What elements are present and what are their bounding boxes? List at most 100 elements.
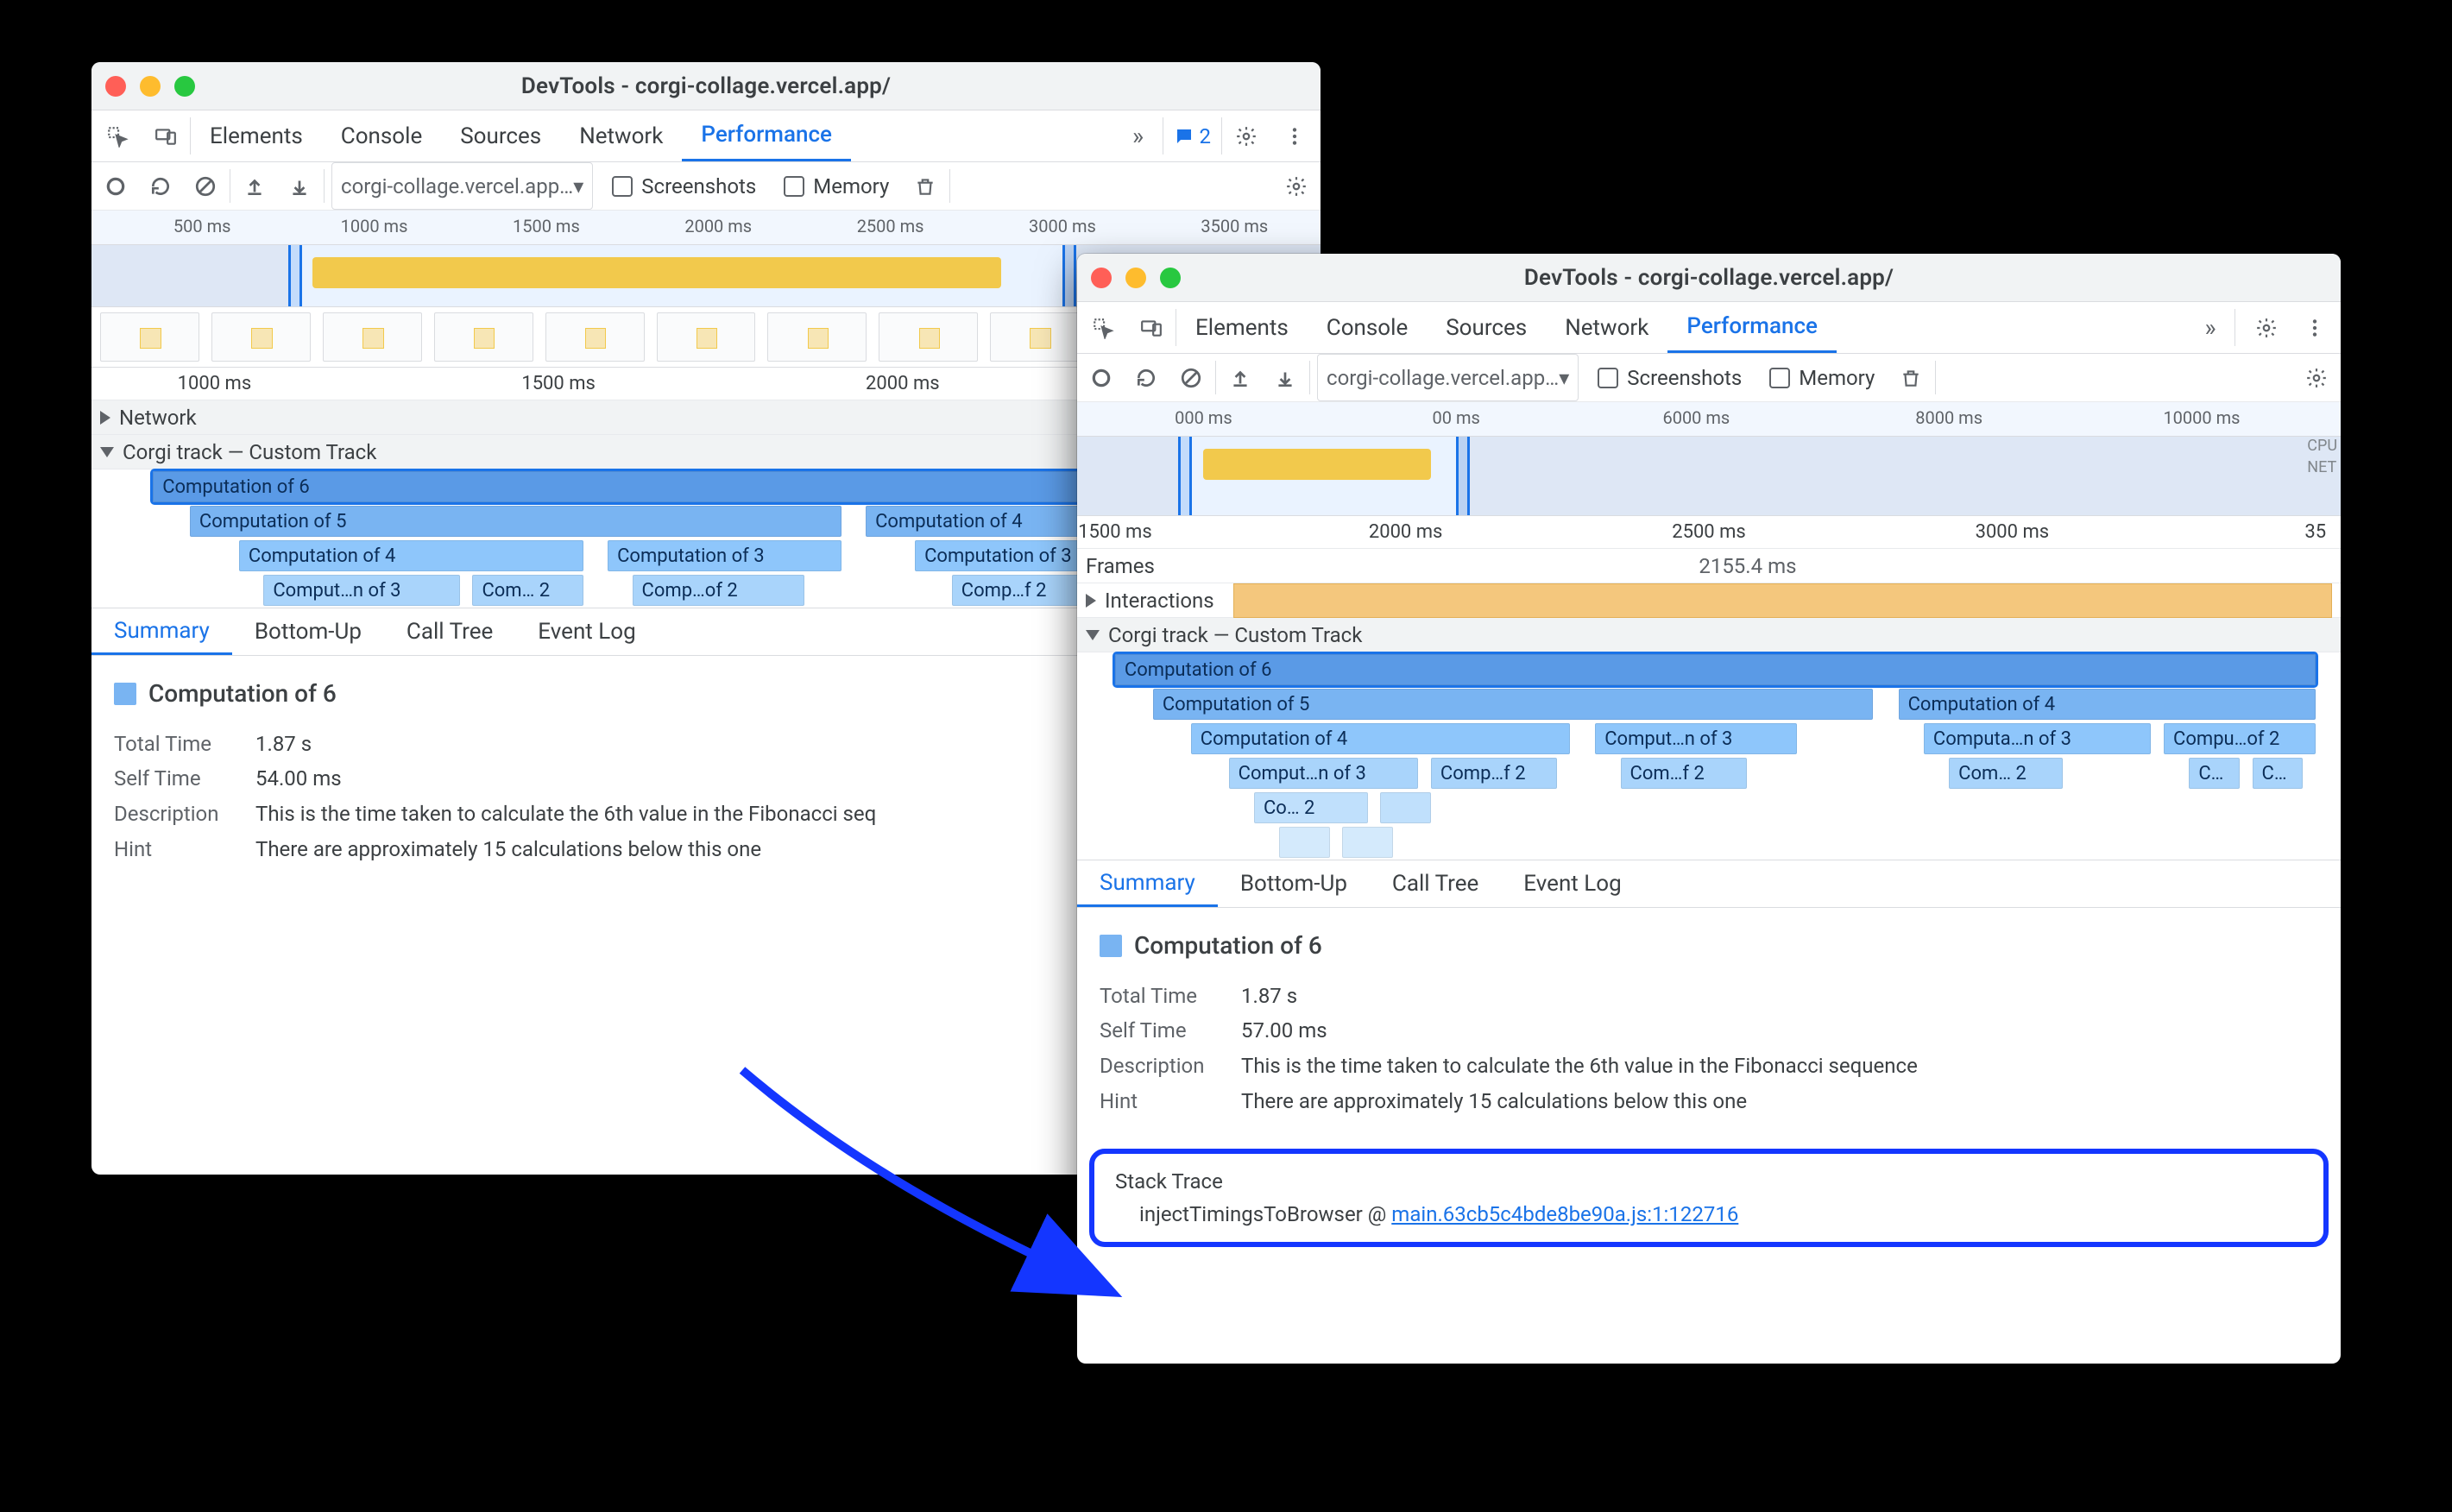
screenshots-checkbox[interactable]: Screenshots — [600, 174, 768, 198]
settings-gear-icon[interactable] — [2296, 354, 2337, 401]
recording-dropdown[interactable]: corgi-collage.vercel.app…▾ — [1317, 354, 1579, 401]
ruler-tick: 00 ms — [1433, 402, 1480, 428]
tab-network[interactable]: Network — [560, 110, 682, 161]
flame-span[interactable]: Comput…n of 3 — [1595, 723, 1797, 754]
close-icon[interactable] — [105, 76, 126, 97]
custom-track-section[interactable]: Corgi track — Custom Track — [1077, 618, 2341, 652]
flame-span[interactable]: C… — [2189, 758, 2240, 789]
upload-icon[interactable] — [1220, 354, 1261, 401]
flame-ruler-tick: 2000 ms — [1369, 521, 1443, 543]
flame-span[interactable] — [1380, 792, 1431, 823]
gear-icon[interactable] — [1222, 110, 1270, 161]
tab-console[interactable]: Console — [322, 110, 441, 161]
summary-title-text: Computation of 6 — [1134, 925, 1322, 967]
tab-elements[interactable]: Elements — [1176, 302, 1308, 353]
flame-span[interactable]: Computation of 3 — [608, 540, 841, 571]
tab-network[interactable]: Network — [1546, 302, 1667, 353]
summary-tab-summary[interactable]: Summary — [91, 608, 232, 655]
reload-record-icon[interactable] — [1125, 354, 1167, 401]
gc-icon[interactable] — [1890, 354, 1932, 401]
overflow-tabs-icon[interactable]: » — [2186, 302, 2235, 353]
tab-performance[interactable]: Performance — [682, 110, 851, 161]
kebab-icon[interactable] — [1270, 110, 1319, 161]
memory-checkbox[interactable]: Memory — [772, 174, 901, 198]
flame-ruler[interactable]: 1500 ms2000 ms2500 ms3000 ms35 — [1077, 516, 2341, 549]
flame-span[interactable]: Computation of 4 — [239, 540, 583, 571]
overview-ruler[interactable]: 000 ms00 ms6000 ms8000 ms10000 ms — [1077, 402, 2341, 437]
maximize-icon[interactable] — [174, 76, 195, 97]
tab-elements[interactable]: Elements — [191, 110, 322, 161]
interactions-section[interactable]: Interactions — [1077, 583, 2341, 618]
gear-icon[interactable] — [2242, 302, 2291, 353]
interactions-bar[interactable] — [1233, 583, 2332, 618]
tab-performance[interactable]: Performance — [1667, 302, 1837, 353]
flame-span[interactable]: Comp…of 2 — [633, 575, 804, 606]
device-toolbar-icon[interactable] — [1127, 302, 1176, 353]
perf-toolbar: corgi-collage.vercel.app…▾ Screenshots M… — [1077, 354, 2341, 402]
titlebar[interactable]: DevTools - corgi-collage.vercel.app/ — [91, 62, 1321, 110]
summary-tab-summary[interactable]: Summary — [1077, 860, 1218, 907]
disclosure-down-icon — [1086, 630, 1100, 640]
download-icon[interactable] — [279, 162, 320, 210]
reload-record-icon[interactable] — [140, 162, 181, 210]
kebab-icon[interactable] — [2291, 302, 2339, 353]
tab-sources[interactable]: Sources — [441, 110, 560, 161]
flame-span[interactable]: Comp…f 2 — [1431, 758, 1557, 789]
overflow-tabs-icon[interactable]: » — [1114, 110, 1163, 161]
upload-icon[interactable] — [234, 162, 275, 210]
settings-gear-icon[interactable] — [1276, 162, 1317, 210]
flame-span[interactable] — [1342, 827, 1393, 858]
overview-ruler[interactable]: 500 ms1000 ms1500 ms2000 ms2500 ms3000 m… — [91, 211, 1321, 245]
ruler-tick: 6000 ms — [1662, 402, 1730, 428]
summary-tab-event-log[interactable]: Event Log — [1501, 860, 1643, 907]
flame-span[interactable]: Computation of 4 — [1899, 689, 2316, 720]
summary-tab-bottom-up[interactable]: Bottom-Up — [232, 608, 384, 655]
flame-span[interactable]: Computa…n of 3 — [1924, 723, 2152, 754]
traffic-lights[interactable] — [1091, 268, 1181, 288]
inspect-icon[interactable] — [93, 110, 142, 161]
flame-span[interactable]: Co… 2 — [1254, 792, 1368, 823]
memory-checkbox[interactable]: Memory — [1757, 366, 1887, 390]
recording-dropdown[interactable]: corgi-collage.vercel.app…▾ — [331, 162, 593, 210]
traffic-lights[interactable] — [105, 76, 195, 97]
flame-span[interactable]: Com… 2 — [472, 575, 583, 606]
flame-span[interactable]: Computation of 4 — [1191, 723, 1570, 754]
flame-span[interactable]: Comput…n of 3 — [263, 575, 460, 606]
summary-tab-event-log[interactable]: Event Log — [515, 608, 658, 655]
stack-trace-link[interactable]: main.63cb5c4bde8be90a.js:1:122716 — [1391, 1202, 1738, 1226]
flame-span[interactable]: Com…f 2 — [1621, 758, 1747, 789]
record-icon[interactable] — [1081, 354, 1122, 401]
clear-icon[interactable] — [1170, 354, 1212, 401]
screenshots-checkbox[interactable]: Screenshots — [1585, 366, 1754, 390]
flame-span[interactable]: Com… 2 — [1949, 758, 2063, 789]
titlebar[interactable]: DevTools - corgi-collage.vercel.app/ — [1077, 254, 2341, 302]
window-title: DevTools - corgi-collage.vercel.app/ — [1077, 265, 2341, 291]
messages-pill[interactable]: 2 — [1163, 124, 1222, 148]
flame-span[interactable]: Compu…of 2 — [2164, 723, 2316, 754]
overview-strip[interactable]: CPUNET — [1077, 437, 2341, 516]
record-icon[interactable] — [95, 162, 136, 210]
close-icon[interactable] — [1091, 268, 1112, 288]
tab-sources[interactable]: Sources — [1427, 302, 1546, 353]
clear-icon[interactable] — [185, 162, 226, 210]
gc-icon[interactable] — [905, 162, 946, 210]
device-toolbar-icon[interactable] — [142, 110, 190, 161]
flame-span[interactable]: Computation of 6 — [1115, 654, 2316, 685]
minimize-icon[interactable] — [1125, 268, 1146, 288]
flame-span[interactable]: Computation of 5 — [1153, 689, 1873, 720]
download-icon[interactable] — [1264, 354, 1306, 401]
flame-span[interactable] — [1279, 827, 1330, 858]
minimize-icon[interactable] — [140, 76, 161, 97]
summary-tab-call-tree[interactable]: Call Tree — [384, 608, 515, 655]
summary-tab-bottom-up[interactable]: Bottom-Up — [1218, 860, 1370, 907]
tab-console[interactable]: Console — [1308, 302, 1427, 353]
inspect-icon[interactable] — [1079, 302, 1127, 353]
flame-span[interactable]: C… — [2253, 758, 2304, 789]
frames-section[interactable]: Frames 2155.4 ms — [1077, 549, 2341, 583]
flame-span[interactable]: Comput…n of 3 — [1229, 758, 1419, 789]
flame-span[interactable]: Computation of 5 — [190, 506, 841, 537]
summary-tabs: SummaryBottom-UpCall TreeEvent Log — [1077, 860, 2341, 908]
flame-chart[interactable]: Computation of 6Computation of 5Computat… — [1077, 652, 2341, 860]
maximize-icon[interactable] — [1160, 268, 1181, 288]
summary-tab-call-tree[interactable]: Call Tree — [1370, 860, 1501, 907]
